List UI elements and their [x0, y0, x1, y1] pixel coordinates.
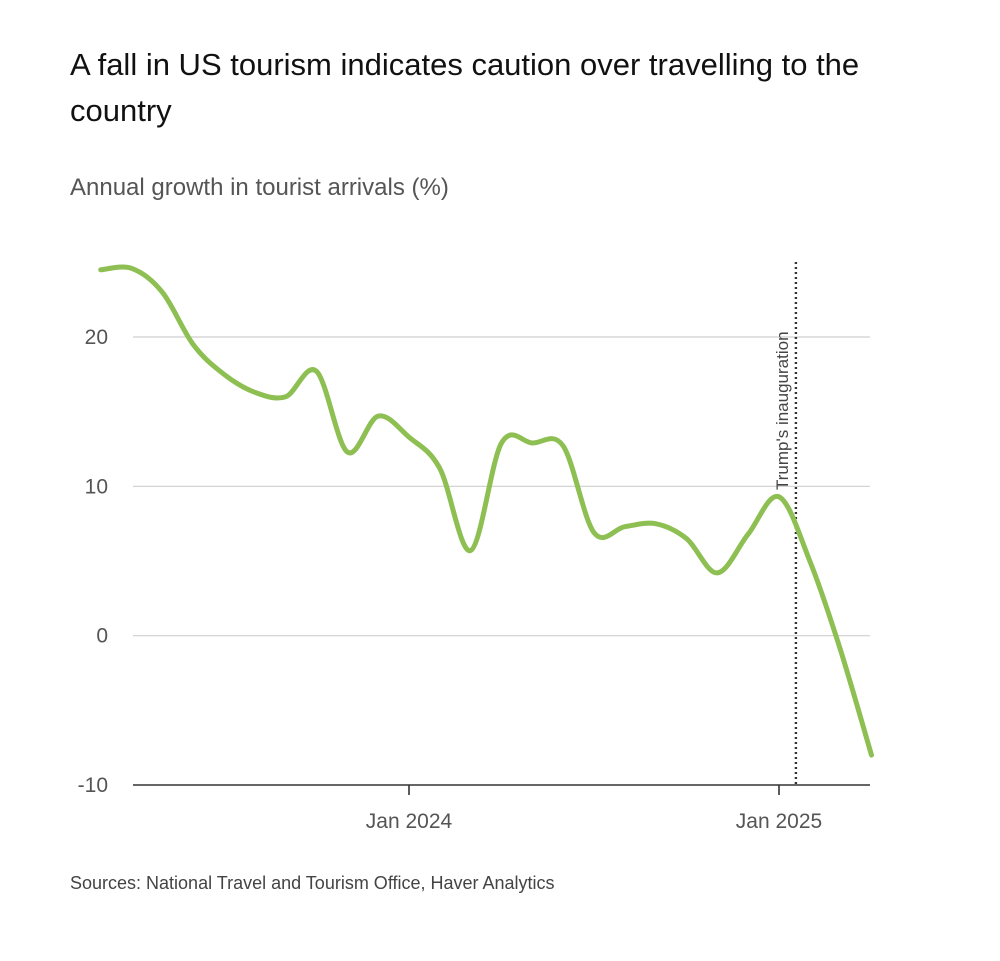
y-tick-label: 10 — [85, 475, 108, 498]
series-layer — [98, 264, 874, 758]
y-axis-ticks: 20 10 0 -10 — [78, 326, 108, 797]
annotation-layer: Trump's inauguration — [773, 262, 798, 785]
x-axis: Jan 2024 Jan 2025 — [366, 785, 822, 833]
x-tick-label: Jan 2024 — [366, 810, 453, 833]
y-tick-label: 20 — [85, 326, 108, 349]
x-tick-label: Jan 2025 — [736, 810, 822, 833]
y-tick-label: -10 — [78, 774, 108, 797]
series-line-tourist-arrivals — [98, 264, 874, 758]
gridlines — [133, 336, 870, 786]
chart-source: Sources: National Travel and Tourism Off… — [70, 873, 555, 893]
chart-subtitle: Annual growth in tourist arrivals (%) — [70, 174, 449, 201]
chart-title: A fall in US tourism indicates caution o… — [70, 47, 860, 128]
inauguration-annotation-label: Trump's inauguration — [773, 331, 792, 490]
y-tick-label: 0 — [96, 625, 108, 648]
